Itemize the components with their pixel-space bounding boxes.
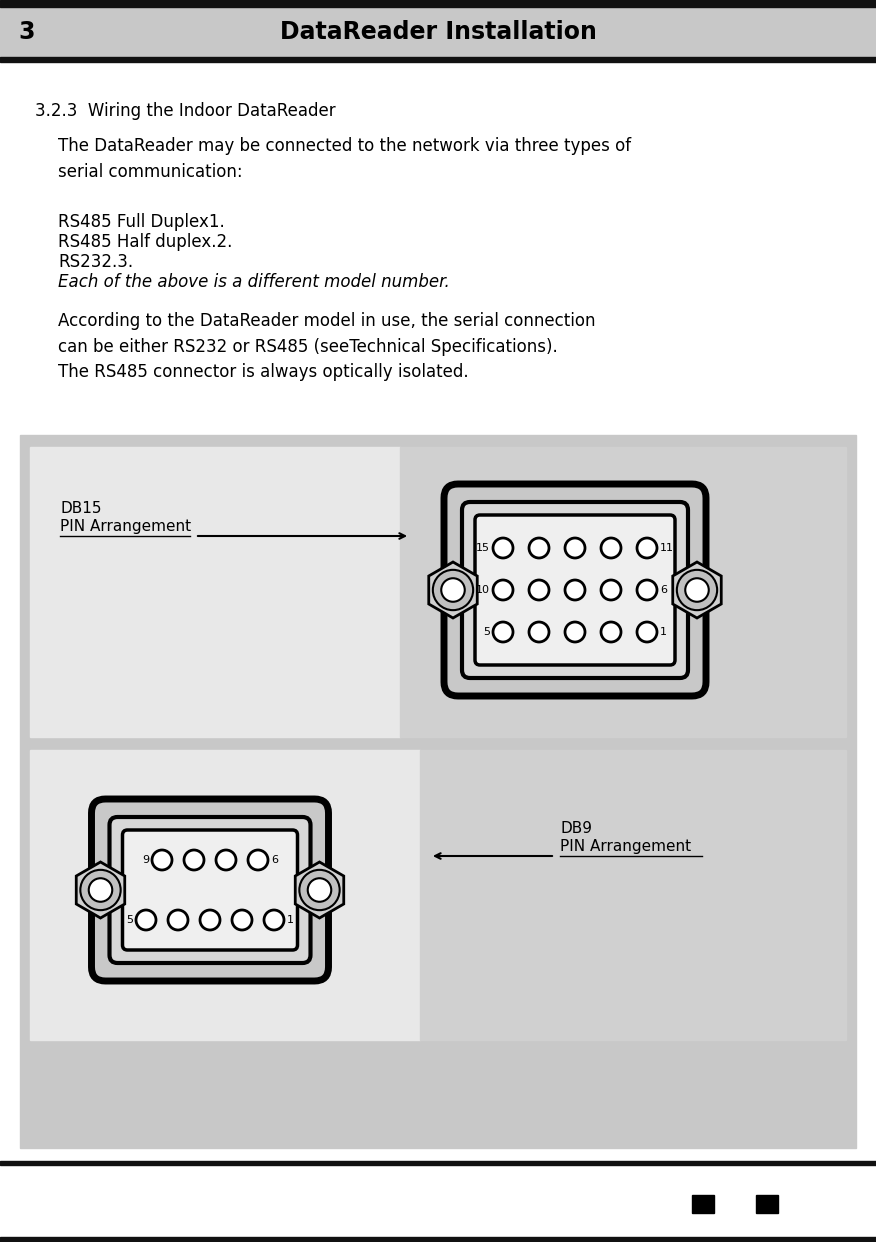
Bar	[400, 447, 846, 737]
Circle shape	[493, 622, 513, 642]
Text: 3: 3	[18, 20, 34, 43]
Text: 5: 5	[483, 627, 490, 637]
Circle shape	[152, 850, 172, 869]
Polygon shape	[428, 561, 477, 619]
Circle shape	[493, 538, 513, 558]
Circle shape	[200, 910, 220, 930]
Circle shape	[601, 580, 621, 600]
Circle shape	[565, 538, 585, 558]
Text: Each of the above is a different model number.: Each of the above is a different model n…	[58, 273, 449, 291]
Circle shape	[601, 538, 621, 558]
Text: 10: 10	[476, 585, 490, 595]
Bar	[0, 1165, 876, 1242]
Circle shape	[248, 850, 268, 869]
Circle shape	[136, 910, 156, 930]
Circle shape	[565, 622, 585, 642]
Bar	[420, 750, 846, 1040]
Text: DataReader Installation: DataReader Installation	[279, 20, 597, 43]
Circle shape	[637, 622, 657, 642]
Circle shape	[493, 580, 513, 600]
Text: PIN Arrangement: PIN Arrangement	[60, 519, 191, 534]
Text: 11: 11	[660, 543, 674, 553]
Text: 9: 9	[142, 854, 149, 864]
Circle shape	[685, 579, 709, 602]
Bar	[756, 1195, 778, 1212]
FancyBboxPatch shape	[462, 502, 688, 678]
Circle shape	[88, 878, 112, 902]
Text: 37: 37	[724, 1196, 744, 1211]
Circle shape	[565, 580, 585, 600]
FancyBboxPatch shape	[110, 817, 310, 963]
FancyBboxPatch shape	[444, 484, 706, 696]
Bar	[0, 62, 876, 1175]
Circle shape	[81, 869, 121, 910]
Circle shape	[442, 579, 465, 602]
Text: PIN Arrangement: PIN Arrangement	[560, 840, 691, 854]
Bar	[0, 1161, 876, 1165]
Text: The DataReader may be connected to the network via three types of
serial communi: The DataReader may be connected to the n…	[58, 137, 631, 180]
FancyBboxPatch shape	[91, 799, 328, 981]
Text: 6: 6	[660, 585, 667, 595]
Text: 1: 1	[660, 627, 667, 637]
Circle shape	[433, 570, 473, 610]
Bar	[0, 57, 876, 62]
Circle shape	[637, 538, 657, 558]
Bar	[30, 750, 420, 1040]
Text: 6: 6	[271, 854, 278, 864]
Bar	[692, 1195, 714, 1212]
Text: 1: 1	[287, 915, 294, 925]
Circle shape	[529, 622, 549, 642]
Circle shape	[168, 910, 188, 930]
Text: RS485 Half duplex.2.: RS485 Half duplex.2.	[58, 233, 232, 251]
Circle shape	[307, 878, 331, 902]
Text: 15: 15	[476, 543, 490, 553]
FancyBboxPatch shape	[475, 515, 675, 664]
Circle shape	[637, 580, 657, 600]
Polygon shape	[673, 561, 721, 619]
Circle shape	[677, 570, 717, 610]
Polygon shape	[76, 862, 124, 918]
Bar	[0, 0, 876, 7]
Text: Microelectronics & Asset Tracking Technology: Microelectronics & Asset Tracking Techno…	[110, 1196, 463, 1211]
Text: RS232.3.: RS232.3.	[58, 253, 133, 271]
Bar	[20, 435, 856, 1148]
Text: 5: 5	[126, 915, 133, 925]
Circle shape	[529, 538, 549, 558]
Text: RS485 Full Duplex1.: RS485 Full Duplex1.	[58, 212, 225, 231]
Text: Hi-G-Tek Ltd.: Hi-G-Tek Ltd.	[22, 1196, 131, 1211]
Text: 3.2.3  Wiring the Indoor DataReader: 3.2.3 Wiring the Indoor DataReader	[35, 102, 336, 120]
Circle shape	[184, 850, 204, 869]
Circle shape	[232, 910, 252, 930]
Bar	[30, 447, 400, 737]
Polygon shape	[295, 862, 343, 918]
Text: DB9: DB9	[560, 821, 592, 836]
Text: According to the DataReader model in use, the serial connection
can be either RS: According to the DataReader model in use…	[58, 312, 596, 381]
Bar	[0, 1237, 876, 1242]
Circle shape	[216, 850, 236, 869]
FancyBboxPatch shape	[123, 830, 298, 950]
Circle shape	[300, 869, 340, 910]
Circle shape	[601, 622, 621, 642]
Circle shape	[264, 910, 284, 930]
Circle shape	[529, 580, 549, 600]
Text: DB15: DB15	[60, 501, 102, 515]
Bar	[0, 7, 876, 57]
